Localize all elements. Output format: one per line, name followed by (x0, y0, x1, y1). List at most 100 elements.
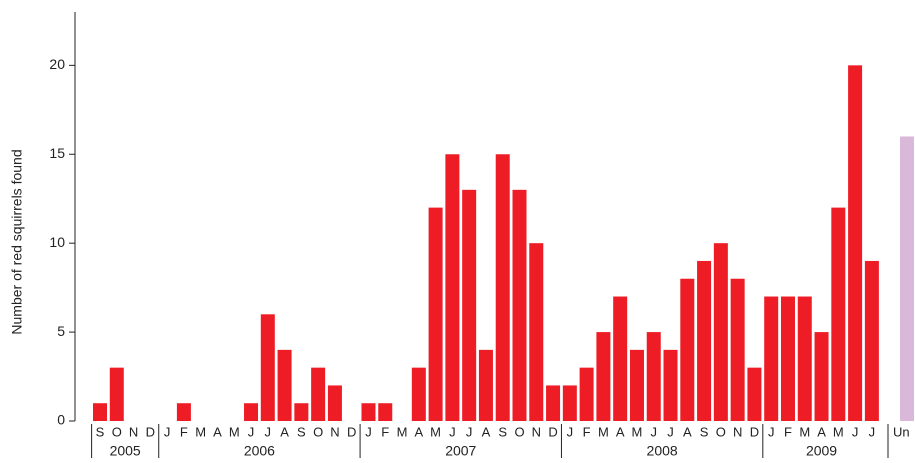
x-tick-label: A (817, 424, 826, 439)
bar (529, 243, 544, 421)
x-tick-label: N (129, 424, 138, 439)
y-tick-label: 0 (57, 412, 65, 428)
x-tick-label: A (414, 424, 423, 439)
x-tick-label: J (567, 424, 574, 439)
x-tick-label: A (616, 424, 625, 439)
bar (747, 367, 762, 421)
bar (629, 349, 644, 421)
year-label: 2008 (647, 443, 678, 458)
x-tick-label: F (784, 424, 792, 439)
bar (864, 260, 879, 421)
x-tick-label: F (381, 424, 389, 439)
x-tick-label: J (248, 424, 255, 439)
x-tick-label: O (716, 424, 726, 439)
bar (462, 189, 477, 421)
bar (713, 243, 728, 421)
x-tick-label: M (799, 424, 810, 439)
x-tick-label: D (548, 424, 557, 439)
x-tick-label: F (180, 424, 188, 439)
bar (562, 385, 577, 421)
x-tick-label: M (833, 424, 844, 439)
x-tick-label: J (869, 424, 876, 439)
bar (596, 332, 611, 421)
y-tick-label: 10 (49, 234, 65, 250)
year-label: 2005 (110, 443, 141, 458)
bar (764, 296, 779, 421)
x-tick-label: M (430, 424, 441, 439)
bar (327, 385, 342, 421)
bar (445, 154, 460, 421)
bar (411, 367, 426, 421)
bar (680, 278, 695, 421)
x-tick-label: O (112, 424, 122, 439)
x-tick-label: F (583, 424, 591, 439)
bar (294, 403, 309, 421)
bar (780, 296, 795, 421)
year-label: 2009 (806, 443, 837, 458)
x-tick-label: D (347, 424, 356, 439)
bar (546, 385, 561, 421)
x-tick-label: S (297, 424, 306, 439)
x-tick-label: S (96, 424, 105, 439)
x-tick-label: J (164, 424, 171, 439)
bar (260, 314, 275, 421)
x-tick-label: M (397, 424, 408, 439)
bar (697, 260, 712, 421)
x-tick-label: J (650, 424, 657, 439)
x-tick-label: A (482, 424, 491, 439)
y-tick-label: 20 (49, 56, 65, 72)
x-tick-label: J (667, 424, 674, 439)
bar (93, 403, 107, 421)
bar (797, 296, 812, 421)
bar (495, 154, 510, 421)
bar (848, 65, 863, 421)
x-tick-label: J (466, 424, 473, 439)
bar (428, 207, 443, 421)
bar (176, 403, 191, 421)
year-label: 2007 (445, 443, 476, 458)
x-tick-label: N (330, 424, 339, 439)
bar (663, 349, 678, 421)
bar (311, 367, 326, 421)
bar (512, 189, 527, 421)
y-tick-label: 15 (49, 145, 65, 161)
x-tick-label: J (768, 424, 775, 439)
x-tick-label: A (683, 424, 692, 439)
x-tick-label: O (514, 424, 524, 439)
x-tick-label: M (229, 424, 240, 439)
bar (277, 349, 292, 421)
bar (613, 296, 628, 421)
x-tick-label: A (280, 424, 289, 439)
bar (244, 403, 259, 421)
x-tick-label: D (146, 424, 155, 439)
x-tick-label: N (733, 424, 742, 439)
x-tick-label: J (449, 424, 456, 439)
bar (579, 367, 594, 421)
bar (814, 332, 829, 421)
y-tick-label: 5 (57, 323, 65, 339)
bar (646, 332, 661, 421)
bar (831, 207, 846, 421)
x-tick-label: M (598, 424, 609, 439)
bar (900, 136, 914, 421)
year-label: 2006 (244, 443, 275, 458)
x-tick-label: D (750, 424, 759, 439)
bar (730, 278, 745, 421)
bar (109, 367, 124, 421)
bar (378, 403, 393, 421)
bar (361, 403, 376, 421)
x-tick-label: S (498, 424, 507, 439)
x-tick-label: J (265, 424, 272, 439)
x-tick-label: M (632, 424, 643, 439)
y-axis-label: Number of red squirrels found (9, 149, 25, 334)
x-tick-label: N (532, 424, 541, 439)
x-tick-label: O (313, 424, 323, 439)
x-tick-label: J (365, 424, 372, 439)
x-tick-label: J (852, 424, 859, 439)
x-tick-label: M (195, 424, 206, 439)
x-tick-label: S (700, 424, 709, 439)
x-tick-label: Un (893, 424, 910, 439)
x-tick-label: A (213, 424, 222, 439)
